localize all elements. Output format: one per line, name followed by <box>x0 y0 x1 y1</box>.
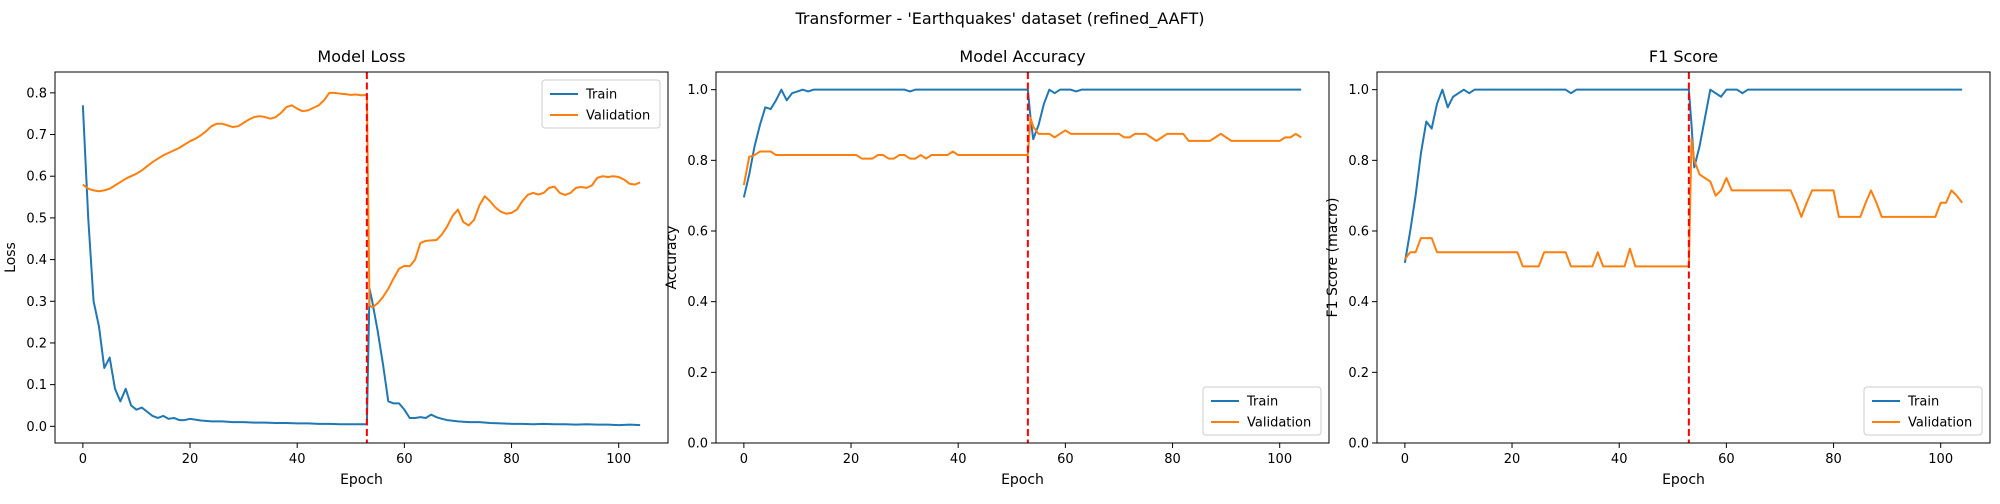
x-tick-label: 100 <box>1928 452 1953 467</box>
axes-frame-f1 <box>1376 71 1991 444</box>
legend-label-train: Train <box>1246 395 1278 410</box>
x-axis-label-f1: Epoch <box>1662 472 1705 488</box>
x-axis-label-accuracy: Epoch <box>1001 472 1044 488</box>
x-tick-label: 100 <box>606 452 631 467</box>
y-tick-label: 0.8 <box>26 86 47 101</box>
legend-label-validation: Validation <box>586 109 650 124</box>
x-tick-label: 100 <box>1267 452 1292 467</box>
y-tick-label: 0.0 <box>687 437 708 452</box>
chart-title-f1: F1 Score <box>1649 47 1718 66</box>
x-tick-label: 40 <box>1611 452 1628 467</box>
y-tick-label: 0.4 <box>26 253 47 268</box>
legend-accuracy: Train Validation <box>1202 386 1322 436</box>
x-tick-label: 80 <box>1825 452 1842 467</box>
series-line-train-accuracy <box>742 88 1302 198</box>
y-tick-label: 0.3 <box>26 295 47 310</box>
x-tick-label: 80 <box>503 452 520 467</box>
figure-suptitle: Transformer - 'Earthquakes' dataset (ref… <box>794 9 1204 29</box>
x-tick-label: 20 <box>843 452 860 467</box>
x-tick-label: 40 <box>289 452 306 467</box>
legend-label-train: Train <box>585 88 617 103</box>
y-tick-label: 0.6 <box>687 225 708 240</box>
y-tick-label: 0.6 <box>26 170 47 185</box>
x-tick-label: 40 <box>950 452 967 467</box>
subplot-loss: Model Loss 0 20 40 60 80 100 0.0 0.1 0.2 0.3 0.4 0.5… <box>3 47 669 488</box>
x-tick-label: 80 <box>1164 452 1181 467</box>
y-tick-label: 0.8 <box>1348 154 1369 169</box>
x-tick-label: 20 <box>1504 452 1521 467</box>
chart-title-loss: Model Loss <box>317 47 405 66</box>
subplot-accuracy: Model Accuracy 0 20 40 60 80 100 0.0 0.2 0.4 0.6 0.… <box>664 47 1330 488</box>
y-tick-label: 0.1 <box>26 378 47 393</box>
x-tick-label: 0 <box>79 452 87 467</box>
axes-frame-accuracy <box>715 71 1330 444</box>
chart-title-accuracy: Model Accuracy <box>959 47 1085 66</box>
legend-label-validation: Validation <box>1908 416 1972 431</box>
x-axis-label-loss: Epoch <box>340 472 383 488</box>
x-tick-label: 0 <box>1401 452 1409 467</box>
legend-loss: Train Validation <box>541 79 661 129</box>
y-tick-label: 0.4 <box>687 295 708 310</box>
subplots: Model Loss 0 20 40 60 80 100 0.0 0.1 0.2 0.3 0.4 0.5… <box>3 47 1991 488</box>
subplot-f1: F1 Score 0 20 40 60 80 100 0.0 0.2 0.4 0.6 0.8 1.0 Ep… <box>1325 47 1991 488</box>
x-tick-label: 20 <box>182 452 199 467</box>
y-axis-label-loss: Loss <box>3 242 19 273</box>
legend-label-train: Train <box>1907 395 1939 410</box>
series-line-validation-accuracy <box>742 116 1302 186</box>
y-tick-label: 0.0 <box>26 420 47 435</box>
axes-frame-loss <box>54 71 669 444</box>
y-tick-label: 0.4 <box>1348 295 1369 310</box>
legend-label-validation: Validation <box>1247 416 1311 431</box>
x-tick-label: 60 <box>1718 452 1735 467</box>
y-axis-label-f1: F1 Score (macro) <box>1325 198 1341 318</box>
x-tick-label: 0 <box>740 452 748 467</box>
series-line-train-loss <box>81 105 641 427</box>
y-tick-label: 0.0 <box>1348 437 1369 452</box>
series-line-validation-f1 <box>1404 138 1963 268</box>
y-tick-label: 0.5 <box>26 211 47 226</box>
y-tick-label: 0.6 <box>1348 225 1369 240</box>
y-tick-label: 0.8 <box>687 154 708 169</box>
y-tick-label: 1.0 <box>687 83 708 98</box>
x-tick-label: 60 <box>1057 452 1074 467</box>
y-tick-label: 0.2 <box>687 366 708 381</box>
x-tick-label: 60 <box>396 452 413 467</box>
y-tick-label: 0.2 <box>26 336 47 351</box>
y-tick-label: 1.0 <box>1348 83 1369 98</box>
y-tick-label: 0.7 <box>26 128 47 143</box>
legend-f1: Train Validation <box>1863 386 1983 436</box>
y-axis-label-accuracy: Accuracy <box>664 226 680 290</box>
series-line-train-f1 <box>1403 88 1963 263</box>
y-tick-label: 0.2 <box>1348 366 1369 381</box>
series-line-validation-loss <box>82 91 641 309</box>
